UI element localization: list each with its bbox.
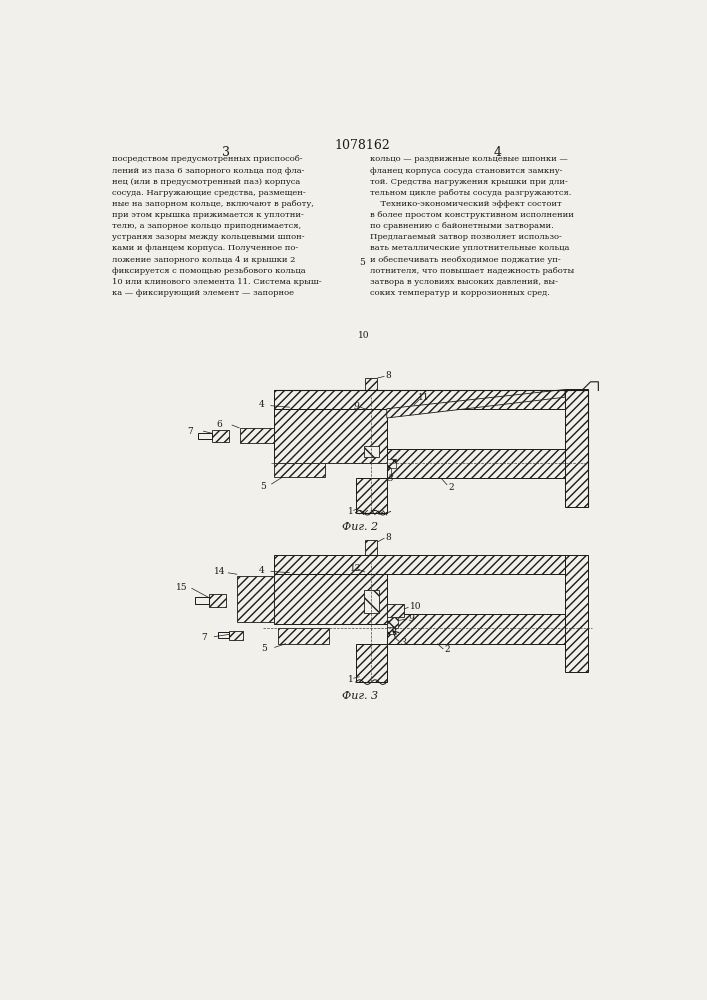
Text: 4: 4 (493, 146, 501, 159)
Text: 9: 9 (409, 614, 414, 623)
Bar (387, 627, 395, 634)
Bar (387, 449, 577, 478)
Text: 1078162: 1078162 (334, 139, 390, 152)
Bar (565, 555, 588, 672)
Bar (387, 614, 577, 644)
Bar (240, 428, 274, 443)
Bar (365, 378, 378, 401)
Text: 5: 5 (260, 482, 267, 491)
Bar (199, 433, 212, 439)
Text: 5: 5 (261, 644, 267, 653)
Text: 3: 3 (222, 146, 230, 159)
Text: 15: 15 (176, 583, 187, 592)
Bar (279, 628, 329, 644)
Text: 4: 4 (259, 566, 264, 575)
Bar (387, 617, 398, 628)
Bar (274, 463, 325, 477)
Bar (274, 389, 565, 409)
Bar (360, 401, 383, 406)
Text: 7: 7 (187, 427, 193, 436)
Bar (194, 597, 209, 604)
Text: 11: 11 (418, 393, 429, 402)
Bar (387, 459, 396, 468)
Text: 1: 1 (348, 507, 354, 516)
Text: 7: 7 (201, 633, 207, 642)
Bar (363, 590, 379, 613)
Bar (356, 478, 387, 513)
Text: Фиг. 2: Фиг. 2 (341, 522, 378, 532)
Bar (218, 632, 230, 638)
Bar (212, 430, 230, 442)
Bar (274, 555, 565, 574)
Text: 14: 14 (214, 567, 226, 576)
Bar (237, 576, 274, 622)
Bar (365, 570, 378, 578)
Bar (230, 631, 243, 640)
Bar (363, 446, 379, 457)
Text: 2: 2 (449, 483, 455, 492)
Bar (356, 644, 387, 682)
Text: 12: 12 (349, 564, 361, 573)
Polygon shape (387, 389, 565, 418)
Text: 10: 10 (410, 602, 421, 611)
Bar (565, 389, 588, 507)
Bar (209, 594, 226, 607)
Bar (360, 561, 383, 570)
Text: кольцо — раздвижные кольцевые шпонки —
фланец корпуса сосуда становится замкну-
: кольцо — раздвижные кольцевые шпонки — ф… (370, 155, 574, 297)
Text: посредством предусмотренных приспособ-
лений из паза 6 запорного кольца под фла-: посредством предусмотренных приспособ- л… (112, 155, 321, 297)
Text: 8: 8 (385, 371, 391, 380)
Text: 1: 1 (348, 675, 354, 684)
Bar (365, 406, 378, 413)
Text: 8: 8 (385, 533, 391, 542)
Text: 3: 3 (401, 638, 407, 647)
Text: 4: 4 (259, 400, 264, 409)
Text: 6: 6 (216, 420, 222, 429)
Text: 9: 9 (354, 402, 360, 411)
Bar (387, 604, 404, 617)
Text: 10: 10 (358, 331, 370, 340)
Bar (274, 574, 387, 624)
Text: 3: 3 (388, 474, 394, 483)
Text: 2: 2 (445, 645, 450, 654)
Bar (274, 409, 387, 463)
Text: Фиг. 3: Фиг. 3 (341, 691, 378, 701)
Text: 5: 5 (360, 258, 366, 267)
Bar (365, 540, 378, 563)
